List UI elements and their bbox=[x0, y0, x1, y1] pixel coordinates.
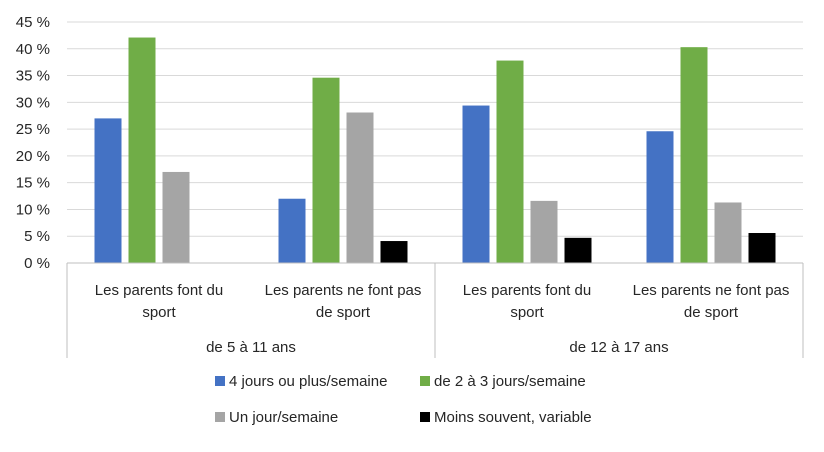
gridlines bbox=[67, 21, 803, 237]
bar bbox=[680, 47, 708, 263]
bar bbox=[646, 131, 674, 263]
x-category-label: Les parents font du bbox=[95, 282, 223, 299]
x-category-label: Les parents ne font pas bbox=[265, 282, 422, 299]
y-tick-label: 40 % bbox=[16, 41, 50, 58]
y-tick-label: 5 % bbox=[24, 228, 50, 245]
x-group-label: de 5 à 11 ans bbox=[206, 339, 296, 356]
y-tick-label: 0 % bbox=[24, 255, 50, 272]
bar bbox=[530, 200, 558, 263]
bar bbox=[278, 198, 306, 263]
x-category-label: Les parents font du bbox=[463, 282, 591, 299]
legend-label: 4 jours ou plus/semaine bbox=[229, 373, 387, 390]
x-axis: Les parents font du sport Les parents ne f… bbox=[66, 262, 804, 358]
legend-swatch bbox=[215, 412, 225, 422]
bar bbox=[94, 118, 122, 264]
bar bbox=[162, 171, 190, 263]
bar bbox=[748, 233, 776, 263]
y-tick-label: 15 % bbox=[16, 175, 50, 192]
legend-swatch bbox=[420, 376, 430, 386]
bar bbox=[380, 241, 408, 263]
legend-label: de 2 à 3 jours/semaine bbox=[434, 373, 586, 390]
bar bbox=[496, 60, 524, 264]
bar bbox=[714, 202, 742, 263]
bar bbox=[128, 37, 156, 263]
bar bbox=[346, 112, 374, 264]
x-category-label: sport bbox=[142, 304, 176, 321]
y-tick-label: 10 % bbox=[16, 201, 50, 218]
legend: 4 jours ou plus/semaine de 2 à 3 jours/se… bbox=[215, 373, 592, 426]
legend-swatch bbox=[420, 412, 430, 422]
bar bbox=[462, 105, 490, 264]
bar bbox=[312, 77, 340, 263]
x-category-label: Les parents ne font pas bbox=[633, 282, 790, 299]
y-axis-ticks: 0 % 5 % 10 % 15 % 20 % 25 % 30 % 35 % 40 % 45 % bbox=[16, 14, 50, 272]
y-tick-label: 30 % bbox=[16, 94, 50, 111]
legend-label: Moins souvent, variable bbox=[434, 409, 592, 426]
x-category-label: de sport bbox=[316, 304, 371, 321]
y-tick-label: 45 % bbox=[16, 14, 50, 31]
x-group-label: de 12 à 17 ans bbox=[569, 339, 668, 356]
bar bbox=[564, 237, 592, 263]
x-category-label: sport bbox=[510, 304, 544, 321]
y-tick-label: 25 % bbox=[16, 121, 50, 138]
y-tick-label: 35 % bbox=[16, 68, 50, 85]
legend-label: Un jour/semaine bbox=[229, 409, 338, 426]
bars bbox=[94, 37, 776, 264]
legend-swatch bbox=[215, 376, 225, 386]
y-tick-label: 20 % bbox=[16, 148, 50, 165]
x-category-label: de sport bbox=[684, 304, 739, 321]
